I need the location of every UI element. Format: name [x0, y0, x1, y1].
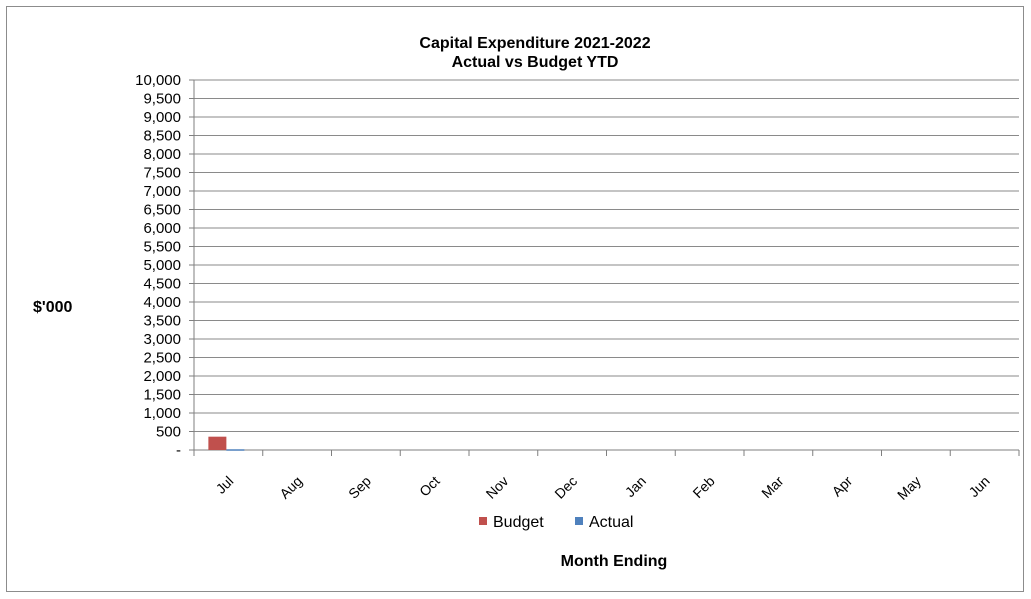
- y-tick-label: 7,000: [143, 183, 181, 200]
- chart-title-line: Capital Expenditure 2021-2022: [419, 35, 650, 52]
- chart-title-line: Actual vs Budget YTD: [452, 54, 619, 71]
- legend-label-budget: Budget: [493, 514, 544, 531]
- y-tick-label: 1,500: [143, 387, 181, 404]
- axes: [193, 80, 1020, 456]
- x-tick-label: Aug: [276, 473, 305, 502]
- y-axis-title: $'000: [33, 299, 73, 316]
- x-tick-label: May: [894, 473, 924, 503]
- legend-label-actual: Actual: [589, 514, 633, 531]
- x-tick-label: Oct: [416, 473, 443, 500]
- x-tick-label: Mar: [758, 473, 787, 502]
- y-tick-label: -: [176, 442, 181, 459]
- x-tick-label: Jan: [622, 473, 649, 500]
- x-tick-label: Apr: [829, 473, 856, 500]
- bars: [208, 436, 245, 451]
- bar-budget-jul: [208, 436, 227, 450]
- y-tick-label: 3,500: [143, 313, 181, 330]
- y-tick-label: 4,000: [143, 294, 181, 311]
- chart-title: Capital Expenditure 2021-2022 Actual vs B…: [419, 35, 650, 71]
- chart-frame: Capital Expenditure 2021-2022 Actual vs B…: [6, 6, 1024, 592]
- legend-swatch-actual: [575, 517, 583, 525]
- x-tick-label: Jul: [213, 473, 237, 497]
- y-tick-label: 9,500: [143, 91, 181, 108]
- x-tick-label: Sep: [345, 473, 374, 502]
- y-tick-label: 6,000: [143, 220, 181, 237]
- y-tick-label: 2,500: [143, 350, 181, 367]
- bar-actual-jul: [226, 449, 245, 451]
- y-tick-label: 3,000: [143, 331, 181, 348]
- y-tick-label: 4,500: [143, 276, 181, 293]
- y-tick-label: 2,000: [143, 368, 181, 385]
- x-axis-title: Month Ending: [561, 553, 668, 570]
- x-tick-label: Dec: [551, 473, 580, 502]
- y-tick-label: 9,000: [143, 109, 181, 126]
- y-tick-label: 5,500: [143, 239, 181, 256]
- y-tick-label: 1,000: [143, 405, 181, 422]
- gridlines: [189, 79, 1019, 451]
- legend-swatch-budget: [479, 517, 487, 525]
- y-tick-label: 8,000: [143, 146, 181, 163]
- x-tick-label: Jun: [965, 473, 992, 500]
- x-tick-label: Feb: [689, 473, 718, 502]
- y-tick-label: 10,000: [135, 72, 181, 89]
- chart-svg: Capital Expenditure 2021-2022 Actual vs B…: [33, 35, 1020, 570]
- legend: Budget Actual: [479, 514, 633, 531]
- x-tick-label: Nov: [483, 473, 512, 502]
- y-tick-label: 7,500: [143, 165, 181, 182]
- y-tick-label: 6,500: [143, 202, 181, 219]
- y-tick-label: 5,000: [143, 257, 181, 274]
- x-tick-labels: Jul Aug Sep Oct Nov Dec Jan Feb Mar Apr May Jun: [213, 473, 993, 503]
- y-tick-label: 8,500: [143, 128, 181, 145]
- y-tick-label: 500: [156, 424, 181, 441]
